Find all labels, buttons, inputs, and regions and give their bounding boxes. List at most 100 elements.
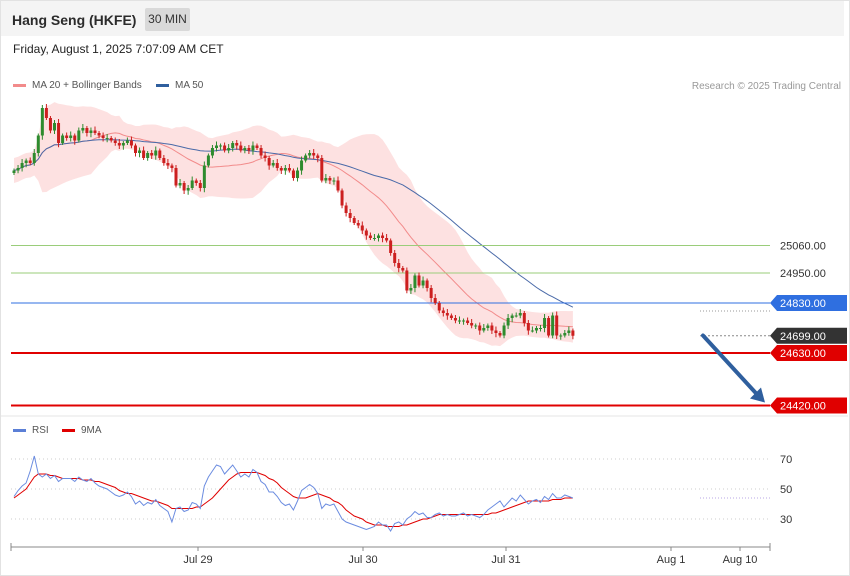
candle-body [320,158,324,181]
candle-body [445,313,449,316]
candle-body [336,180,340,191]
candle-body [227,148,231,151]
candle-body [186,188,190,191]
legend-ma50-swatch [156,83,169,87]
candle-body [352,218,356,223]
candle-body [413,275,417,288]
candle-body [48,118,52,131]
price-panel: 25060.00 24950.00 24830.00 24699.00 24630.00… [11,102,847,414]
candle-body [470,323,474,326]
candle-body [356,223,360,226]
candle-body [539,328,542,329]
candle-body [154,150,158,156]
candle-body [364,230,368,236]
forecast-arrow-shaft [701,333,761,399]
candle-body [304,155,308,161]
candle-body [146,153,150,158]
candle-body [474,325,478,327]
rsi-line [13,455,574,532]
candle-body [142,150,146,158]
candle-body [425,280,429,288]
level-label-pivot: 24830.00 [780,298,826,310]
candle-body [547,318,551,336]
candle-body [534,328,538,331]
x-axis: Jul 29 Jul 30 Jul 31 Aug 1 Aug 10 [10,543,771,566]
x-tick-label: Jul 31 [491,554,520,566]
candle-body [340,190,344,206]
legend-ma20: MA 20 + Bollinger Bands [13,80,142,91]
timestamp: Friday, August 1, 2025 7:07:09 AM CET [13,42,224,56]
candle-body [279,168,283,171]
candle-body [486,325,490,328]
candle-body [101,135,105,138]
candle-body [166,163,170,166]
candle-body [170,165,174,168]
legend-rsi-ma-label: 9MA [81,425,102,436]
candle-body [134,145,137,153]
candle-body [190,180,194,188]
candle-body [559,335,563,337]
candle-body [389,240,393,253]
candle-body [551,315,555,336]
candle-body [69,135,73,138]
rsi-panel: 70 50 30 [11,454,792,532]
level-tag-target [770,397,847,414]
candle-body [567,330,571,333]
rsi-tick-label: 50 [780,484,792,496]
candle-body [219,145,223,147]
candle-body [300,160,304,171]
candle-body [368,235,372,238]
candle-body [129,140,133,146]
candle-body [255,145,259,148]
candle-body [194,180,198,183]
level-label-target: 24420.00 [780,401,826,413]
x-tick-label: Jul 29 [183,554,212,566]
candle-body [530,330,534,332]
candle-body [109,138,113,141]
candle-body [514,315,518,317]
candle-body [563,333,567,336]
candle-body [105,138,109,139]
rsi-ma-line [13,472,573,527]
candle-body [433,298,437,303]
candle-body [437,303,441,311]
candle-body [283,168,287,171]
candle-body [16,168,20,171]
candle-body [466,320,470,323]
timeframe-badge[interactable]: 30 MIN [145,8,190,31]
candle-body [571,330,575,336]
candle-body [271,163,275,166]
candle-body [287,168,291,171]
candle-body [308,153,312,156]
x-tick-label: Aug 10 [723,554,758,566]
candle-body [202,165,206,188]
candle-body [12,170,16,173]
rsi-tick-label: 70 [780,454,792,466]
candle-body [348,213,352,218]
legend-ma20-swatch [13,83,26,87]
candle-body [81,128,85,131]
candle-body [498,333,502,336]
candle-body [482,328,486,331]
candle-body [312,153,316,156]
candle-body [73,135,77,141]
candle-body [405,270,409,291]
candle-body [522,313,526,323]
x-tick-label: Aug 1 [657,554,686,566]
candle-body [138,150,142,153]
legend-rsi-label: RSI [32,425,49,436]
candle-body [344,205,348,213]
candle-body [555,315,559,336]
copyright: Research © 2025 Trading Central [691,81,841,92]
candle-body [502,325,506,336]
level-tag-support [770,345,847,361]
candle-body [121,143,125,146]
legend-ma50: MA 50 [156,80,203,91]
rsi-tick-label: 30 [780,514,792,526]
candle-body [198,183,202,188]
candle-body [235,143,239,146]
level-label-resistance: 25060.00 [780,241,826,253]
candle-body [429,288,433,298]
candle-body [53,123,56,131]
candle-body [40,108,44,136]
